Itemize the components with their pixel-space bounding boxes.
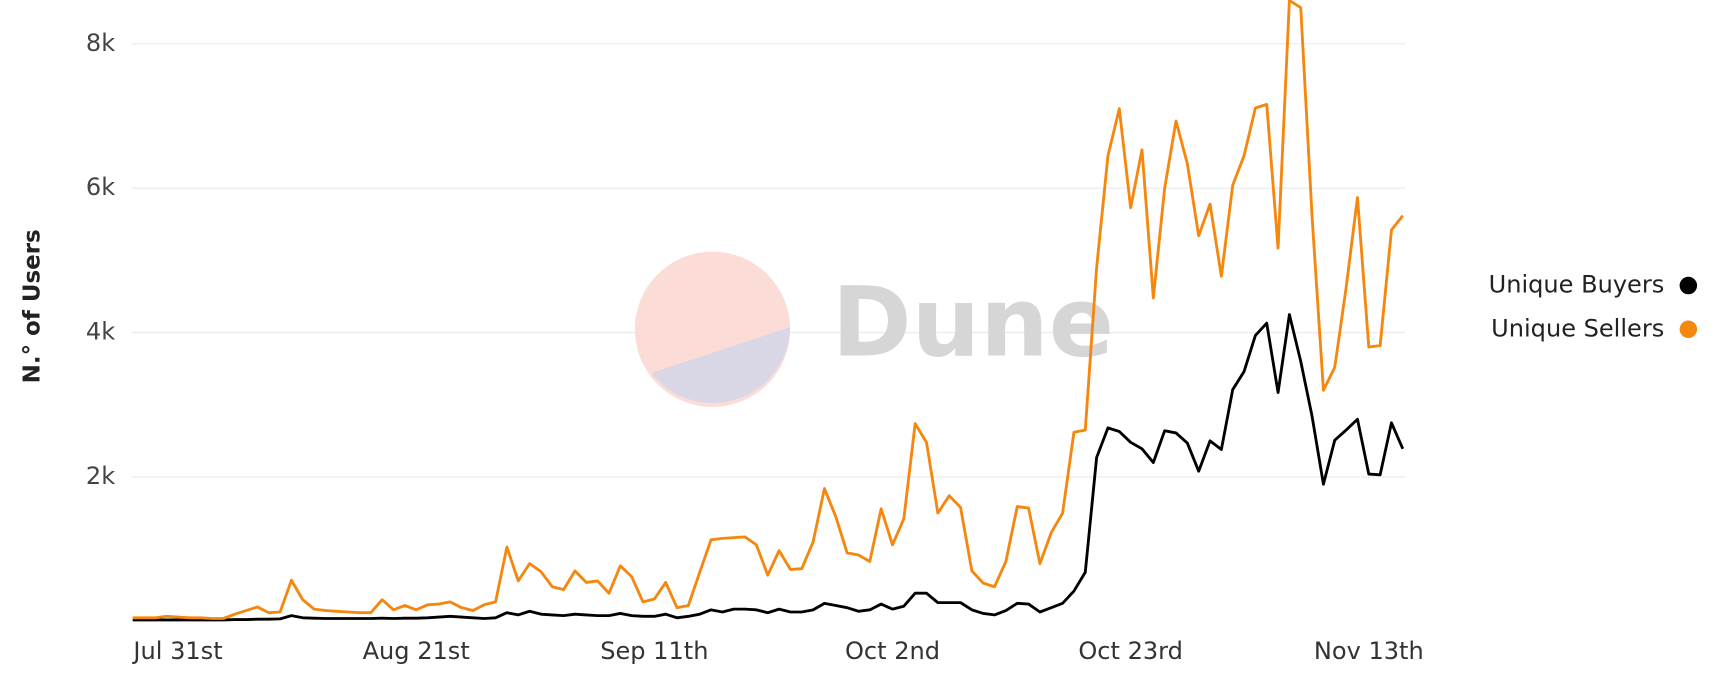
series-line <box>132 0 1404 620</box>
legend-marker <box>1679 320 1698 339</box>
x-tick-label: Aug 21st <box>363 637 470 665</box>
series-line <box>132 313 1405 622</box>
legend-label: Unique Buyers <box>1489 271 1665 299</box>
x-tick-label: Nov 13th <box>1314 637 1424 665</box>
x-tick-label: Sep 11th <box>600 637 708 665</box>
y-tick-label: 4k <box>86 318 115 346</box>
logo-lower <box>651 327 791 404</box>
watermark-logo <box>634 251 791 407</box>
legend-marker <box>1679 276 1698 295</box>
y-tick-label: 2k <box>86 462 115 490</box>
x-tick-label: Oct 23rd <box>1078 637 1183 665</box>
legend-label: Unique Sellers <box>1491 314 1664 342</box>
y-tick-label: 6k <box>86 173 115 201</box>
x-tick-label: Jul 31st <box>131 637 222 665</box>
y-tick-label: 8k <box>86 29 115 57</box>
x-tick-label: Oct 2nd <box>845 637 940 665</box>
watermark: Dune <box>832 267 1114 379</box>
y-axis-label: N.° of Users <box>20 229 46 383</box>
